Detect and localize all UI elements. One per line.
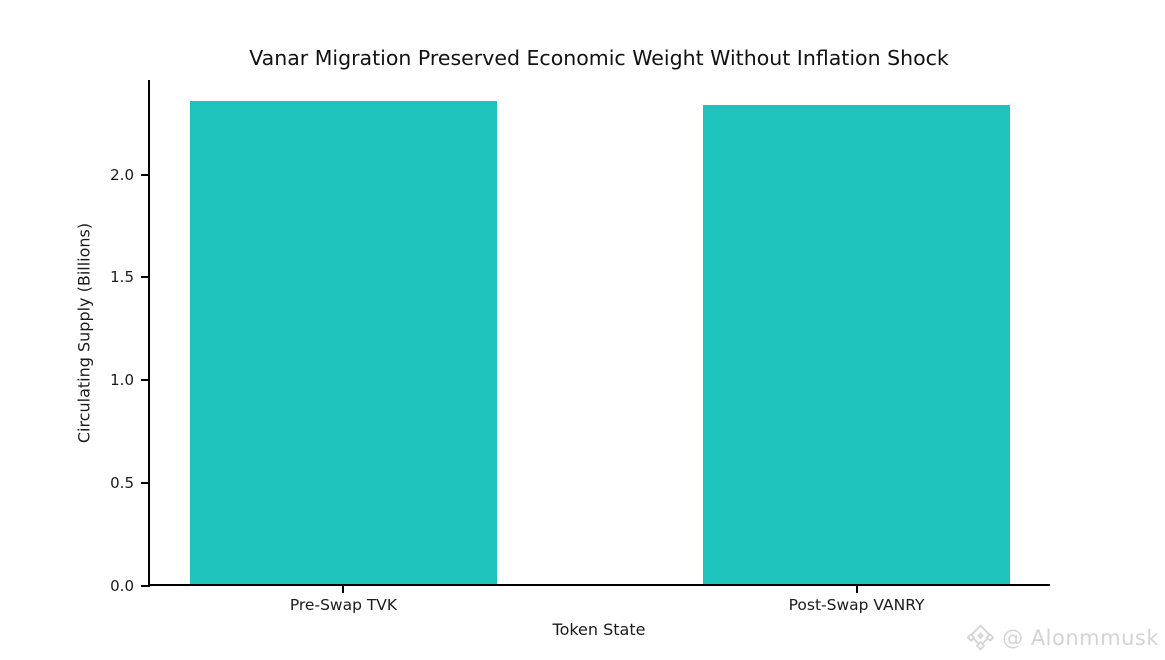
x-tick-label-1: Post-Swap VANRY (788, 596, 925, 614)
bar-0 (189, 100, 497, 584)
x-tick-mark (342, 586, 345, 593)
y-tick-mark (141, 276, 150, 279)
x-axis-label: Token State (552, 620, 646, 639)
binance-diamond-logo-icon (967, 624, 995, 651)
y-tick-mark (141, 379, 150, 382)
x-tick-mark (855, 586, 858, 593)
y-tick-label: 2.0 (110, 165, 134, 184)
y-tick-mark (141, 173, 150, 176)
y-tick-mark (141, 585, 150, 587)
x-tick-label-0: Pre-Swap TVK (289, 596, 398, 614)
chart-title: Vanar Migration Preserved Economic Weigh… (249, 46, 949, 70)
y-tick-label: 0.0 (110, 577, 134, 595)
watermark: @ Alonmmusk (966, 623, 1159, 652)
y-tick-label: 1.0 (110, 371, 134, 390)
plot-area: 0.0 0.5 1.0 1.5 2.0 Pre-Swap TVK Post-Swap VAN… (110, 80, 1050, 614)
y-tick-label: 0.5 (110, 474, 134, 493)
watermark-text: @ Alonmmusk (1002, 625, 1159, 650)
y-tick-label: 1.5 (110, 268, 134, 287)
bar-1 (703, 104, 1011, 584)
y-tick-mark (141, 482, 150, 485)
y-axis-label: Circulating Supply (Billions) (74, 222, 94, 444)
